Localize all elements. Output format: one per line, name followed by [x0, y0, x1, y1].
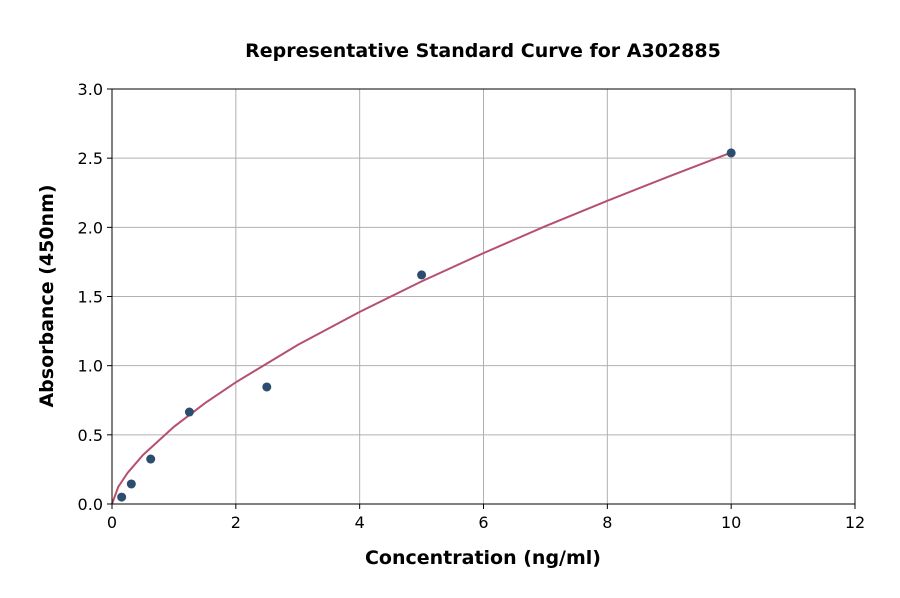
x-tick-label: 6	[478, 513, 488, 532]
y-tick-label: 2.5	[78, 149, 103, 168]
x-tick-label: 8	[602, 513, 612, 532]
data-point	[146, 454, 156, 464]
data-point	[117, 492, 127, 502]
y-tick-label: 1.5	[78, 288, 103, 307]
x-axis-ticks: 0 2 4 6 8 10 12	[107, 504, 865, 532]
x-tick-label: 12	[845, 513, 865, 532]
y-axis-ticks: 0.0 0.5 1.0 1.5 2.0 2.5 3.0	[78, 80, 112, 514]
y-tick-label: 0.5	[78, 426, 103, 445]
y-axis-label: Absorbance (450nm)	[36, 184, 58, 407]
y-tick-label: 3.0	[78, 80, 103, 99]
x-tick-label: 2	[231, 513, 241, 532]
data-point	[184, 407, 194, 417]
y-tick-label: 1.0	[78, 357, 103, 376]
grid	[111, 88, 856, 505]
data-point	[726, 148, 736, 158]
fit-curve-group	[111, 151, 732, 505]
x-tick-label: 10	[721, 513, 741, 532]
x-axis-label: Concentration (ng/ml)	[365, 547, 601, 569]
data-point	[417, 270, 427, 280]
data-point	[126, 479, 136, 489]
fit-curve	[111, 151, 732, 505]
x-tick-label: 0	[107, 513, 117, 532]
chart-title: Representative Standard Curve for A30288…	[245, 40, 721, 62]
data-points	[117, 148, 736, 502]
y-tick-label: 0.0	[78, 495, 103, 514]
data-point	[262, 382, 272, 392]
y-tick-label: 2.0	[78, 218, 103, 237]
x-tick-label: 4	[355, 513, 365, 532]
